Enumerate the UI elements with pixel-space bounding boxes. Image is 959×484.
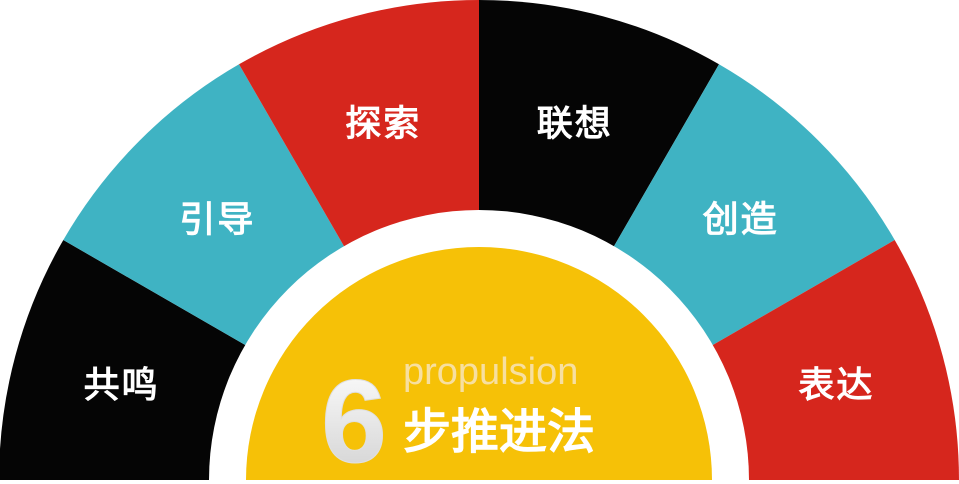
segment-label-1: 共鸣 bbox=[84, 365, 160, 406]
segment-label-6: 表达 bbox=[798, 365, 874, 406]
center-number: 6 bbox=[321, 356, 387, 480]
segment-label-2: 引导 bbox=[179, 199, 255, 240]
segment-label-4: 联想 bbox=[537, 104, 613, 145]
segment-label-5: 创造 bbox=[703, 199, 779, 240]
center-disc bbox=[246, 247, 712, 484]
center-subtitle: propulsion bbox=[403, 351, 578, 393]
center-title: 步推进法 bbox=[403, 404, 595, 460]
segment-label-3: 探索 bbox=[345, 104, 421, 145]
